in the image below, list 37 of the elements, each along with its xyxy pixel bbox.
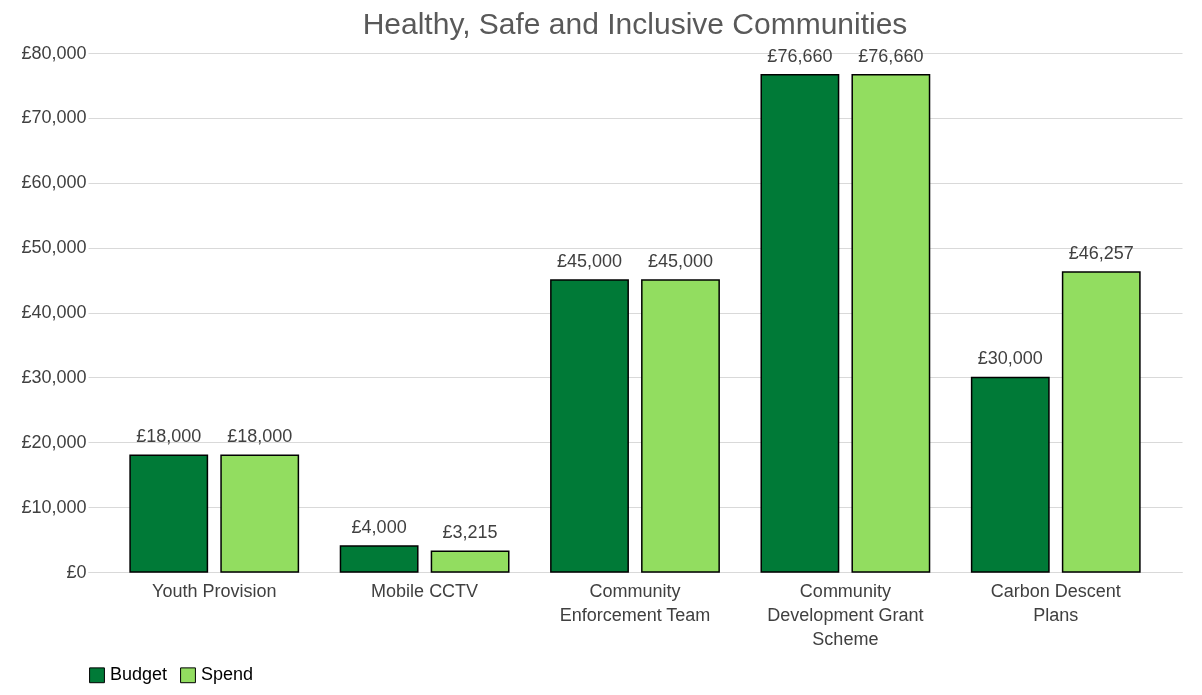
bar bbox=[851, 73, 931, 573]
data-label: £3,215 bbox=[442, 522, 498, 543]
y-tick-label: £40,000 bbox=[21, 302, 87, 322]
y-tick-label: £50,000 bbox=[21, 237, 87, 258]
bar bbox=[430, 550, 510, 573]
bar bbox=[339, 545, 419, 573]
bar bbox=[1061, 271, 1141, 573]
bar bbox=[129, 454, 209, 573]
data-label: £76,660 bbox=[767, 45, 833, 66]
data-label: £45,000 bbox=[556, 251, 623, 272]
y-tick-label: £20,000 bbox=[21, 431, 87, 452]
x-tick-label: Youth Provision bbox=[152, 580, 277, 601]
bar bbox=[970, 376, 1050, 573]
x-tick-label: Mobile CCTV bbox=[371, 580, 479, 601]
x-tick-label: Carbon Descent Plans bbox=[990, 580, 1121, 625]
chart-title: Healthy, Safe and Inclusive Communities bbox=[362, 7, 908, 40]
y-tick-label: £0 bbox=[66, 561, 87, 582]
data-label: £18,000 bbox=[136, 426, 202, 447]
legend-label: Spend bbox=[201, 664, 254, 685]
data-label: £30,000 bbox=[977, 348, 1043, 369]
bar bbox=[641, 279, 720, 573]
y-tick-label: £80,000 bbox=[21, 42, 87, 63]
data-label: £18,000 bbox=[227, 426, 293, 447]
data-label: £45,000 bbox=[647, 251, 714, 272]
y-tick-label: £70,000 bbox=[21, 107, 87, 128]
legend-label: Budget bbox=[110, 664, 168, 685]
bar bbox=[550, 279, 629, 573]
y-tick-label: £30,000 bbox=[21, 366, 87, 387]
y-tick-label: £10,000 bbox=[21, 496, 87, 517]
bar bbox=[220, 454, 300, 573]
bar bbox=[760, 73, 840, 573]
data-label: £4,000 bbox=[351, 517, 407, 538]
y-tick-label: £60,000 bbox=[21, 172, 87, 193]
x-tick-label: Community Development Grant Scheme bbox=[767, 580, 924, 649]
data-label: £46,257 bbox=[1068, 242, 1134, 263]
data-label: £76,660 bbox=[858, 45, 924, 66]
x-tick-label: Community Enforcement Team bbox=[559, 580, 711, 625]
